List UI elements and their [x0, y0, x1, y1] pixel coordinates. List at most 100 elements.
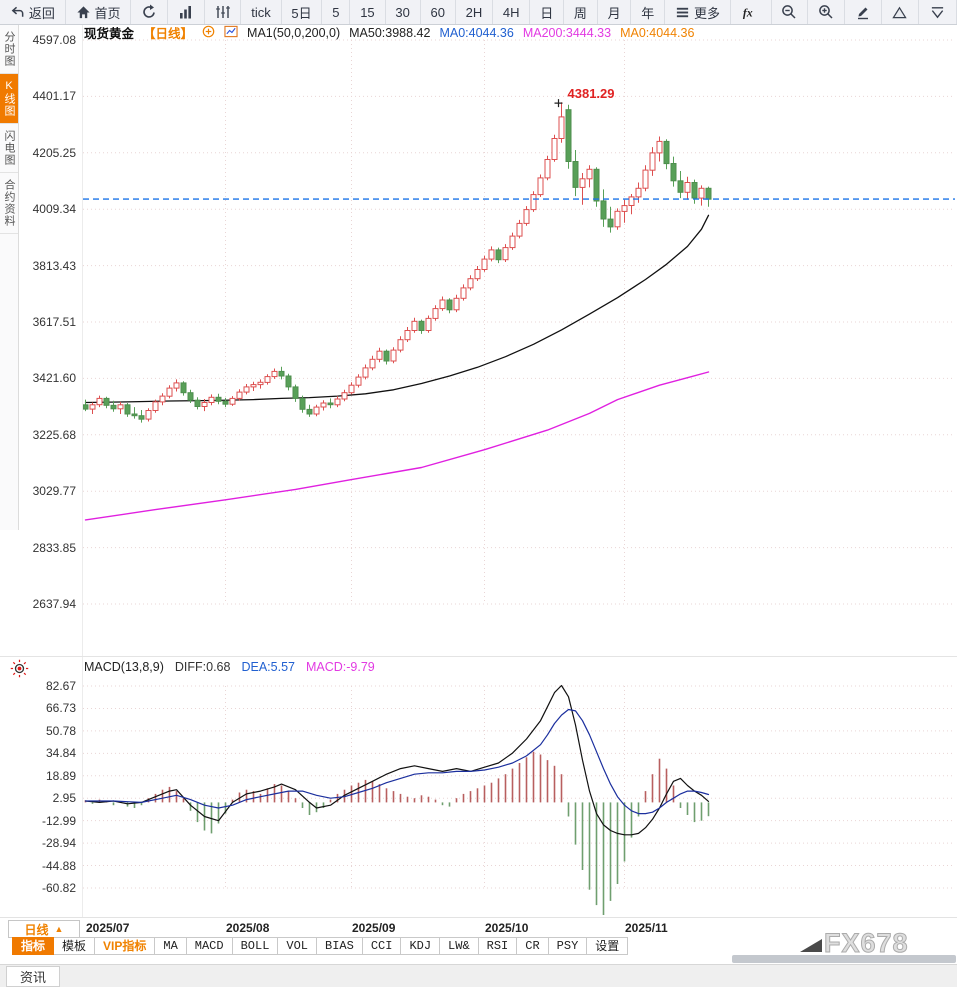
tab-cci[interactable]: CCI — [362, 937, 402, 955]
collapse-button[interactable] — [919, 0, 957, 24]
tab-vol[interactable]: VOL — [278, 937, 318, 955]
period-60m-button-label: 60 — [430, 4, 445, 20]
plus-circle-icon[interactable] — [202, 25, 215, 41]
x-axis-month-label: 2025/08 — [226, 921, 270, 935]
tab-indicator[interactable]: 指标 — [12, 937, 55, 955]
period-selector[interactable]: 日线 ▲ — [8, 920, 80, 938]
sidebar-item-kline-chart[interactable]: K线图 — [0, 74, 18, 124]
sidebar-item-lightning-chart[interactable]: 闪电图 — [0, 124, 18, 173]
sidebar-item-contract-info[interactable]: 合约资料 — [0, 173, 18, 234]
tab-lw[interactable]: LW& — [440, 937, 479, 955]
triangle-up-icon: ▲ — [54, 923, 64, 934]
zoom-out-icon — [781, 4, 797, 20]
price-axis-label: 3029.77 — [32, 484, 76, 499]
tab-ma[interactable]: MA — [155, 937, 187, 955]
zoom-out-button[interactable] — [772, 0, 809, 24]
indicator-fx-button[interactable]: fx — [731, 0, 772, 24]
tab-kdj[interactable]: KDJ — [401, 937, 441, 955]
draw-button[interactable] — [845, 0, 882, 24]
chart-legend: 现货黄金 【日线】 MA1(50,0,200,0) MA50:3988.42 M… — [84, 25, 695, 41]
price-axis-label: 2637.94 — [32, 597, 76, 611]
bar-chart-button[interactable] — [168, 0, 205, 24]
period-4h-button-label: 4H — [502, 4, 520, 20]
x-axis-month-label: 2025/10 — [485, 921, 529, 935]
x-axis-row: 日线 ▲ 2025/07 2025/08 2025/09 2025/10 2025/11 — [0, 917, 957, 938]
period-week-button-label: 周 — [573, 5, 587, 21]
pane-separator — [0, 656, 957, 657]
volume-style-button[interactable] — [205, 0, 242, 24]
period-day-button-label: 日 — [540, 5, 554, 21]
tick-button[interactable]: tick — [241, 0, 282, 24]
macd-axis-label: -12.99 — [41, 813, 76, 828]
macd-axis-label: 18.89 — [45, 768, 76, 783]
news-tab[interactable]: 资讯 — [6, 966, 60, 987]
macd-axis-label: 82.67 — [45, 679, 76, 693]
triangle-up-icon — [891, 5, 908, 20]
price-axis-label: 4597.08 — [32, 33, 76, 47]
price-axis-label: 3813.43 — [32, 258, 76, 273]
period-2h-button[interactable]: 2H — [456, 0, 494, 24]
macd-axis-label: -44.88 — [41, 858, 76, 873]
horizontal-scrollbar[interactable] — [732, 955, 956, 963]
period-month-button[interactable]: 月 — [598, 0, 632, 24]
refresh-button[interactable] — [131, 0, 169, 24]
volume-bars-icon — [215, 4, 231, 20]
period-15m-button[interactable]: 15 — [350, 0, 386, 24]
period-5d-button[interactable]: 5日 — [282, 0, 323, 24]
period-15m-button-label: 15 — [360, 4, 375, 20]
bottom-bar: 资讯 — [0, 964, 957, 987]
refresh-icon — [141, 4, 157, 20]
tab-bias[interactable]: BIAS — [317, 937, 363, 955]
period-day-button[interactable]: 日 — [530, 0, 565, 24]
period-60m-button[interactable]: 60 — [421, 0, 456, 24]
tab-cr[interactable]: CR — [517, 937, 549, 955]
menu-icon — [675, 5, 690, 20]
sidebar-item-time-chart[interactable]: 分时图 — [0, 25, 18, 74]
draw-icon — [855, 4, 871, 20]
collapse-icon — [929, 5, 946, 20]
price-axis-label: 3617.51 — [32, 315, 76, 329]
tab-vip-indicator[interactable]: VIP指标 — [95, 937, 156, 955]
period-5m-button-label: 5 — [332, 4, 340, 20]
macd-axis-label: -28.94 — [41, 836, 76, 851]
x-axis-month-label: 2025/11 — [625, 921, 668, 935]
ma0-value-orange: MA0:4044.36 — [620, 25, 695, 40]
period-week-button[interactable]: 周 — [564, 0, 598, 24]
home-button-label: 首页 — [94, 5, 121, 21]
zoom-in-button[interactable] — [808, 0, 845, 24]
macd-formula: MACD(13,8,9) — [84, 660, 164, 674]
more-button-label: 更多 — [693, 5, 720, 21]
back-button[interactable]: 返回 — [0, 0, 66, 24]
indicator-settings-icon[interactable] — [10, 659, 29, 683]
period-5m-button[interactable]: 5 — [322, 0, 351, 24]
peak-annotation: 4381.29 — [568, 86, 615, 101]
price-axis-label: 4401.17 — [32, 89, 76, 104]
macd-macd-value: MACD:-9.79 — [305, 660, 375, 674]
macd-diff-value: DIFF:0.68 — [174, 660, 231, 674]
macd-axis-label: 50.78 — [45, 723, 76, 738]
period-30m-button[interactable]: 30 — [386, 0, 421, 24]
period-2h-button-label: 2H — [465, 4, 483, 20]
tab-template[interactable]: 模板 — [54, 937, 96, 955]
tab-psy[interactable]: PSY — [548, 937, 588, 955]
triangle-tool-button[interactable] — [882, 0, 920, 24]
sidebar: 分时图 K线图 闪电图 合约资料 — [0, 25, 19, 530]
more-button[interactable]: 更多 — [665, 0, 731, 24]
svg-text:fx: fx — [742, 5, 752, 19]
period-label: 【日线】 — [143, 27, 194, 41]
period-year-button[interactable]: 年 — [631, 0, 666, 24]
tab-macd[interactable]: MACD — [186, 937, 233, 955]
watermark: FX678 — [800, 929, 909, 957]
period-4h-button[interactable]: 4H — [493, 0, 531, 24]
symbol-name: 现货黄金 — [84, 27, 135, 41]
macd-axis-label: 66.73 — [45, 701, 76, 716]
tab-rsi[interactable]: RSI — [478, 937, 518, 955]
mini-chart-icon[interactable] — [224, 25, 238, 41]
tab-boll[interactable]: BOLL — [232, 937, 279, 955]
tab-settings[interactable]: 设置 — [587, 937, 629, 955]
home-button[interactable]: 首页 — [66, 0, 132, 24]
period-month-button-label: 月 — [607, 5, 621, 21]
ma-formula: MA1(50,0,200,0) — [247, 25, 341, 40]
price-axis-label: 4205.25 — [32, 145, 76, 160]
